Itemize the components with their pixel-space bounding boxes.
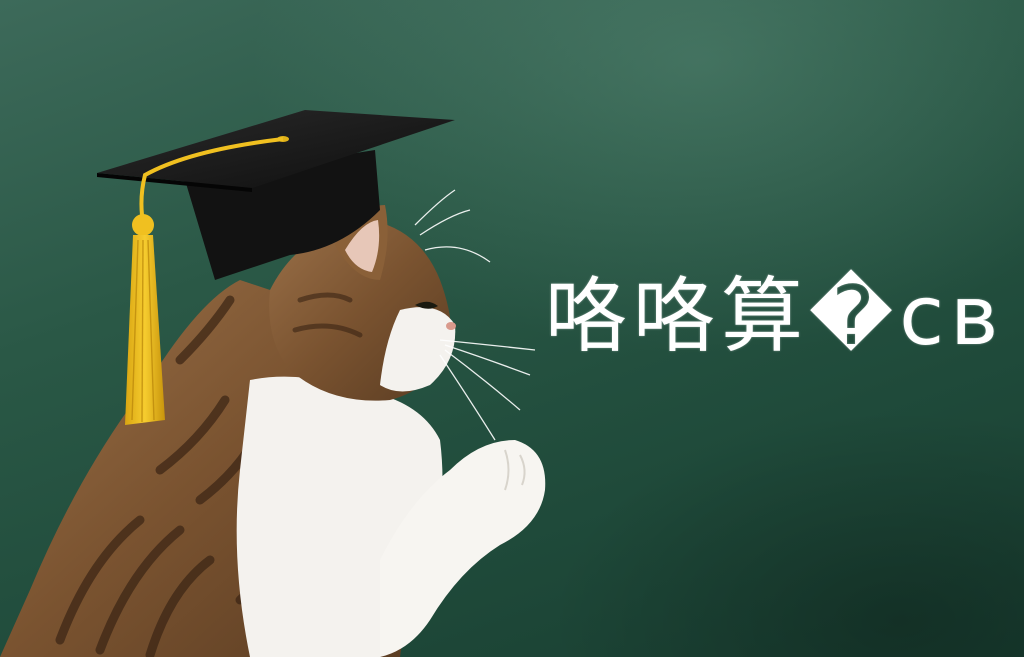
graduation-cap-board (97, 110, 455, 188)
head-stripes (292, 292, 363, 338)
tassel-threads (131, 239, 155, 423)
cat-whiskers (414, 189, 536, 441)
cat-ear-inner (345, 220, 380, 272)
chalkboard-question-text: 咯咯算�св ？ (545, 269, 1024, 364)
cat-raised-paw (380, 440, 546, 657)
tassel-cord (139, 137, 284, 216)
cat-muzzle (380, 307, 456, 392)
tassel (125, 235, 165, 425)
cat-nose (446, 322, 456, 330)
paw-toes (504, 449, 526, 491)
cat-eye (415, 301, 438, 309)
tassel-knot (132, 214, 154, 236)
